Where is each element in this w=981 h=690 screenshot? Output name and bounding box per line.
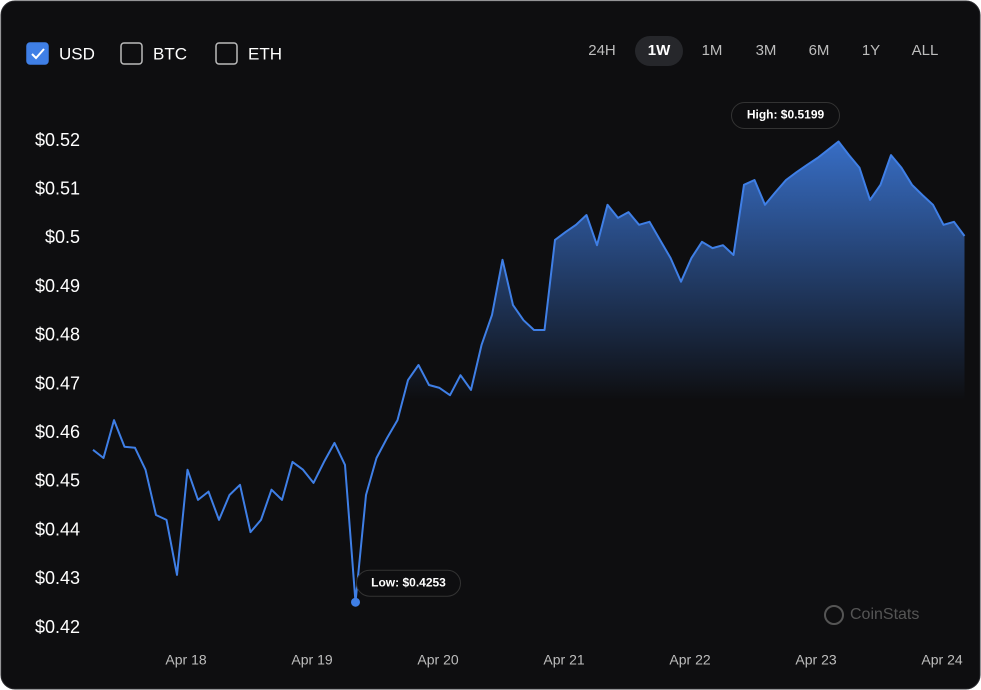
range-button[interactable]: 1Y	[862, 42, 880, 59]
y-tick-label: $0.47	[35, 373, 80, 393]
y-tick-label: $0.5	[45, 227, 80, 247]
low-point	[351, 597, 360, 607]
y-tick-label: $0.43	[35, 568, 80, 588]
y-tick-label: $0.48	[35, 325, 80, 345]
high-badge	[731, 101, 840, 129]
y-tick-label: $0.52	[35, 130, 80, 150]
low-label: Low: $0.4253	[371, 575, 446, 589]
range-active-bg	[635, 36, 683, 66]
checkbox[interactable]	[215, 42, 238, 65]
y-tick-label: $0.44	[35, 519, 80, 539]
range-button[interactable]: 24H	[588, 42, 616, 59]
range-button[interactable]: 6M	[809, 42, 830, 59]
range-button[interactable]: 1W	[648, 42, 671, 59]
checkbox[interactable]	[120, 42, 143, 65]
area	[93, 141, 965, 690]
range-button[interactable]: ALL	[912, 42, 939, 59]
currency-label[interactable]: USD	[59, 44, 95, 63]
currency-label[interactable]: ETH	[248, 44, 282, 63]
y-tick-label: $0.49	[35, 276, 80, 296]
price-line	[92, 140, 966, 604]
y-tick-label: $0.46	[35, 422, 80, 442]
range-button[interactable]: 1M	[702, 42, 723, 59]
y-tick-label: $0.42	[35, 617, 80, 637]
currency-label[interactable]: BTC	[153, 44, 187, 63]
range-button[interactable]: 3M	[756, 42, 777, 59]
y-tick-label: $0.45	[35, 471, 80, 491]
low-badge	[356, 569, 461, 597]
high-label: High: $0.5199	[747, 108, 825, 122]
y-tick-label: $0.51	[35, 178, 80, 198]
check-icon	[31, 48, 45, 60]
checkbox[interactable]	[26, 42, 49, 65]
